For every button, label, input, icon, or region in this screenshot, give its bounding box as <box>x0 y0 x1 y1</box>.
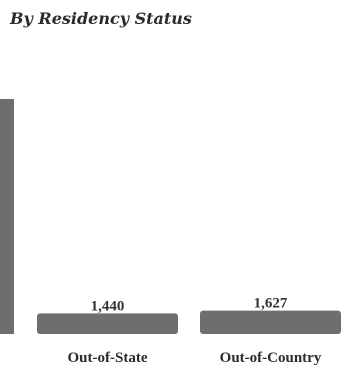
bars-layer <box>0 99 341 334</box>
category-label: Out-of-Country <box>220 350 322 366</box>
value-label: 1,440 <box>91 298 125 314</box>
bar-in-state <box>0 99 14 334</box>
category-label: Out-of-State <box>68 350 148 366</box>
bar-out-of-state <box>37 313 178 334</box>
bar-out-of-country <box>200 310 341 334</box>
labels-layer: 1,440 Out-of-State 1,627 Out-of-Country <box>68 296 322 366</box>
value-label: 1,627 <box>254 296 288 312</box>
chart-title: By Residency Status <box>9 9 192 28</box>
